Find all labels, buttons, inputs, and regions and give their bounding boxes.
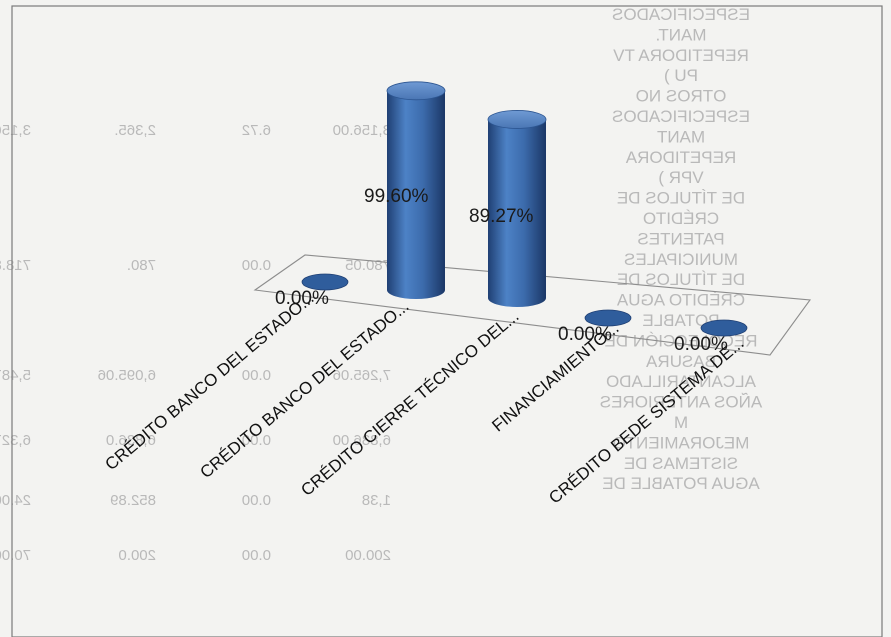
background-number: 0.00 bbox=[242, 367, 271, 384]
background-number: 24.00 bbox=[0, 492, 31, 509]
background-number: 2,365. bbox=[114, 122, 156, 139]
background-number: 6,836.0 bbox=[106, 432, 156, 449]
bar-disc bbox=[301, 273, 349, 291]
background-number: 0.00 bbox=[242, 547, 271, 564]
background-row-label: REPETIDORA bbox=[625, 148, 736, 167]
background-number: 200.00 bbox=[345, 547, 391, 564]
background-number: 70.00 bbox=[0, 547, 31, 564]
background-row-label: POTABLE bbox=[642, 311, 719, 330]
background-number: 780. bbox=[127, 257, 156, 274]
background-number: 3,156.00 bbox=[333, 122, 391, 139]
background-row-label: AGUA POTABLE DE bbox=[602, 474, 759, 493]
background-number: 6,095.06 bbox=[98, 367, 156, 384]
bar-series bbox=[301, 81, 748, 337]
bar bbox=[700, 319, 748, 337]
background-row-label: MEJORAMIENTO bbox=[613, 433, 750, 452]
background-number: 6,836.00 bbox=[333, 432, 391, 449]
background-row-label: M bbox=[674, 413, 688, 432]
background-row-label: OTROS NO bbox=[636, 87, 727, 106]
bar bbox=[487, 110, 547, 308]
background-row-label: BASURA bbox=[645, 352, 716, 371]
background-row-label: VPR ) bbox=[658, 168, 703, 187]
background-number: 718.80 bbox=[0, 257, 31, 274]
background-row-label: MANT bbox=[657, 127, 705, 146]
bar-body bbox=[387, 90, 445, 299]
background-number: 0.00 bbox=[242, 432, 271, 449]
background-row-label: ESPECIFICADOS bbox=[612, 5, 750, 24]
bar-body bbox=[488, 119, 546, 308]
background-row-label: DE TÍTULOS DE bbox=[617, 270, 745, 289]
category-label: CRÉDITO CIERRE TÉCNICO DEL... bbox=[297, 307, 522, 500]
data-label: 0.00% bbox=[558, 324, 612, 345]
bar-cap bbox=[487, 110, 547, 129]
background-row-label: MANT. bbox=[656, 25, 707, 44]
background-number: 3,156.00 bbox=[0, 122, 31, 139]
bar-cap bbox=[386, 81, 446, 101]
background-row-label: CRÉDITO AGUA bbox=[616, 291, 745, 310]
background-number: 6,327.00 bbox=[0, 432, 31, 449]
bar-disc bbox=[700, 319, 748, 337]
background-number: 7,265.06 bbox=[333, 367, 391, 384]
bar bbox=[584, 309, 632, 327]
background-number: 5,487.75 bbox=[0, 367, 31, 384]
bar-disc bbox=[584, 309, 632, 327]
category-label: CRÉDITO BANCO DEL ESTADO... bbox=[197, 297, 413, 483]
data-label: 89.27% bbox=[469, 206, 534, 227]
background-row-label: PU ) bbox=[664, 66, 698, 85]
background-row-label: REPETIDORA TV bbox=[612, 46, 748, 65]
data-labels: 0.00% 99.60% 89.27% 0.00% 0.00% bbox=[275, 186, 728, 355]
background-row-label: ESPECIFICADOS bbox=[612, 107, 750, 126]
category-label: FINANCIAMIENTO... bbox=[488, 319, 622, 436]
background-number: 0.00 bbox=[242, 492, 271, 509]
background-row-label: CRÉDITO bbox=[643, 209, 719, 228]
background-number: 6.72 bbox=[242, 122, 271, 139]
bar bbox=[301, 273, 349, 291]
background-number: 200.0 bbox=[118, 547, 156, 564]
data-label: 0.00% bbox=[275, 288, 329, 309]
background-row-label: DE TÍTULOS DE bbox=[617, 189, 745, 208]
background-row-label: AÑOS ANTERIORES bbox=[600, 393, 762, 412]
background-row-label: PATENTES bbox=[637, 229, 724, 248]
bar bbox=[386, 81, 446, 299]
background-number: 852.89 bbox=[110, 492, 156, 509]
chart-border bbox=[11, 5, 883, 637]
chart-floor bbox=[253, 254, 812, 356]
background-number: 1,38 bbox=[362, 492, 391, 509]
data-label: 0.00% bbox=[674, 334, 728, 355]
background-number: 0.00 bbox=[242, 257, 271, 274]
data-label: 99.60% bbox=[364, 186, 429, 207]
background-row-label: ALCANTARILLADO bbox=[606, 372, 756, 391]
background-row-label: SISTEMAS DE bbox=[624, 454, 738, 473]
background-row-label: MUNICIPALES bbox=[624, 250, 738, 269]
